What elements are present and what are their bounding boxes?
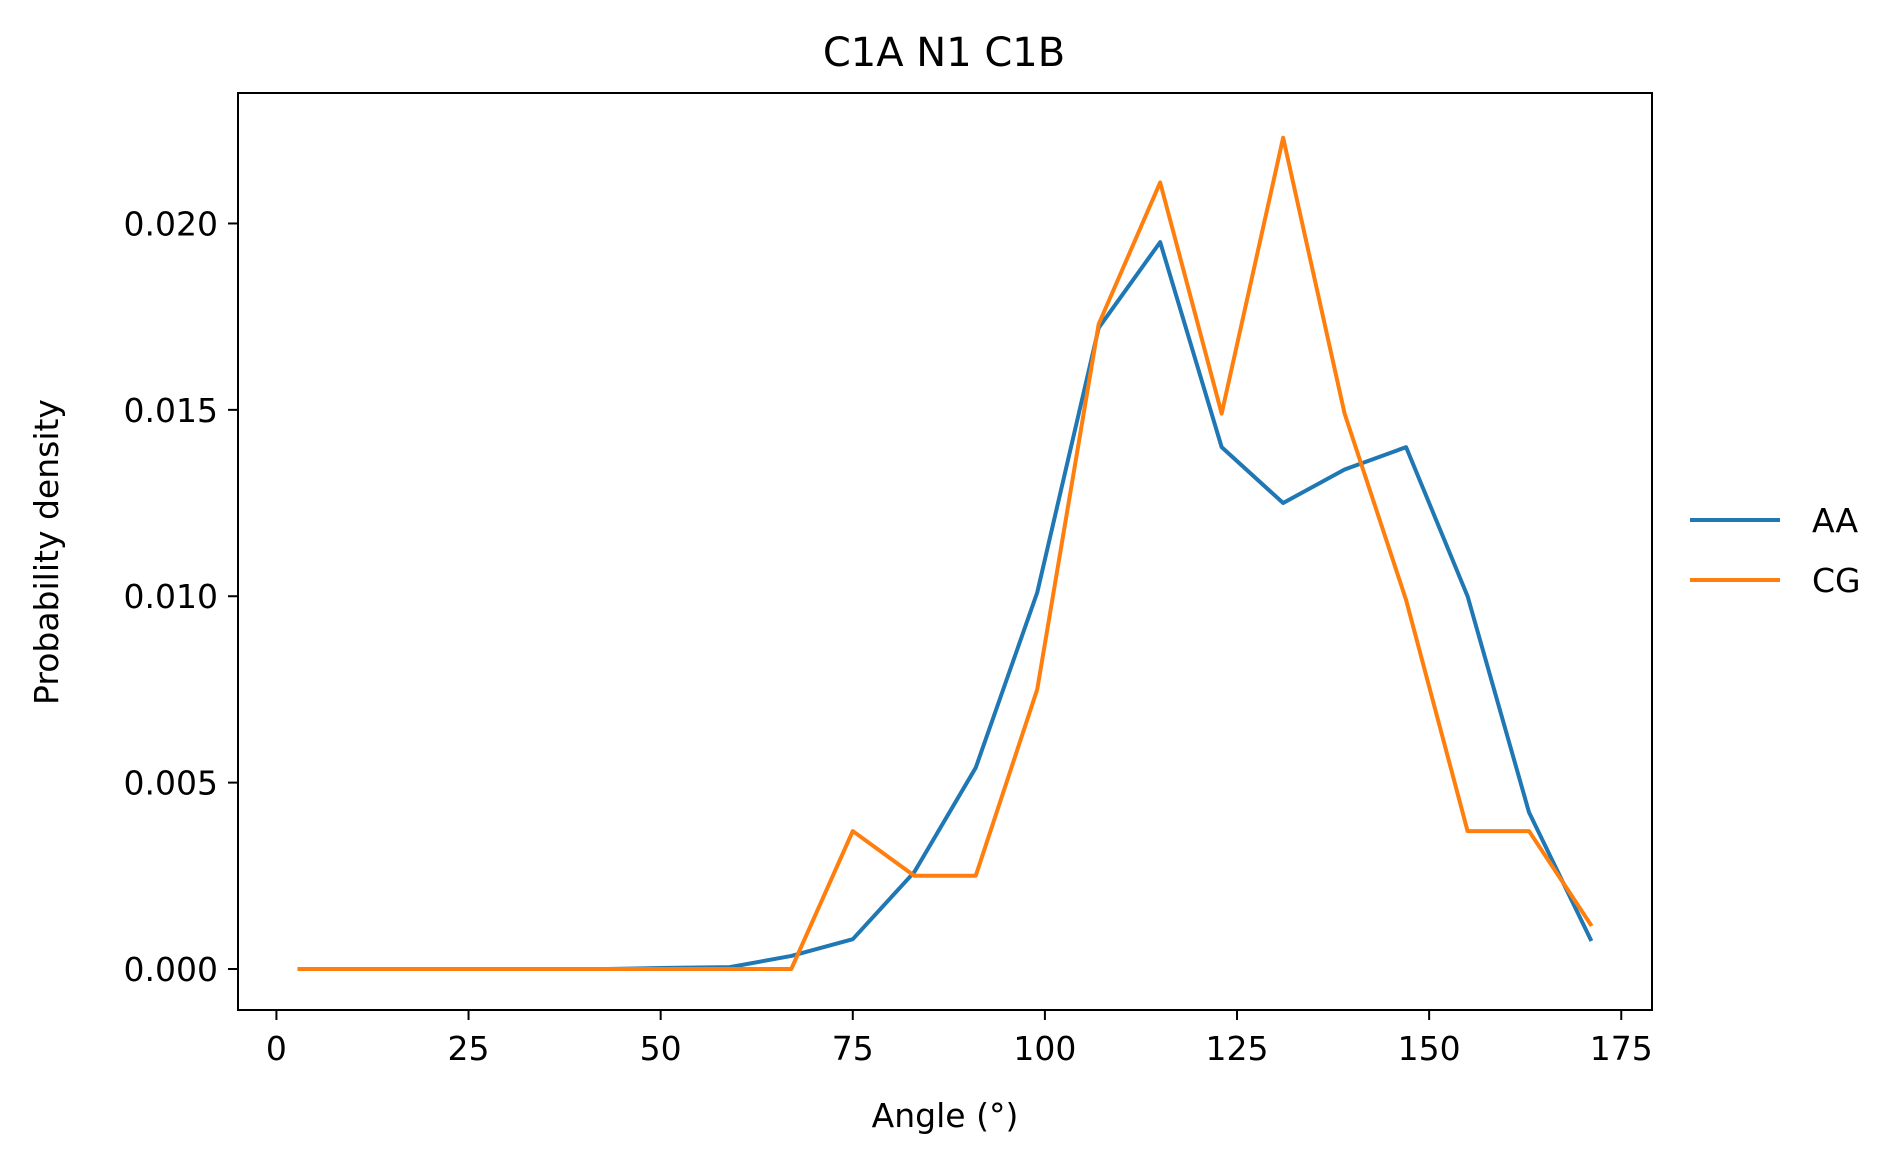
y-axis-label: Probability density [27,399,66,705]
chart-title: C1A N1 C1B [823,30,1065,76]
plot-lines [297,135,1594,971]
x-tick-label: 100 [1013,1029,1076,1068]
x-tick-label: 125 [1206,1029,1269,1068]
y-tick-label: 0.005 [124,764,218,803]
y-tick-label: 0.000 [124,950,218,989]
x-axis-label: Angle (°) [872,1096,1019,1135]
legend-item-aa: AA [1690,501,1858,540]
legend-label: AA [1812,501,1858,540]
x-tick-label: 25 [448,1029,490,1068]
x-tick-label: 0 [266,1029,287,1068]
x-tick-label: 175 [1590,1029,1653,1068]
legend-item-cg: CG [1690,561,1861,600]
plot-area-frame [237,92,1653,1011]
x-axis: 0 25 50 75 100 125 150 175 [266,1010,1653,1068]
x-tick-label: 50 [640,1029,682,1068]
legend: AA CG [1690,501,1861,600]
y-tick-label: 0.010 [124,577,218,616]
y-tick-label: 0.015 [124,391,218,430]
series-line-aa [297,240,1594,971]
x-tick-label: 150 [1398,1029,1461,1068]
legend-label: CG [1812,561,1861,600]
y-tick-label: 0.020 [124,204,218,243]
x-tick-label: 75 [832,1029,874,1068]
series-line-cg [297,135,1594,971]
y-axis: 0.000 0.005 0.010 0.015 0.020 [124,204,238,989]
